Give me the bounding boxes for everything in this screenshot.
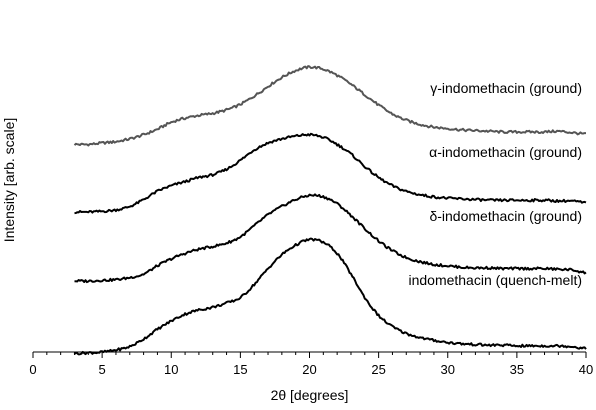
x-tick-label: 35 (510, 362, 524, 377)
x-tick-label: 15 (233, 362, 247, 377)
x-tick-label: 10 (164, 362, 178, 377)
series-label: δ-indomethacin (ground) (429, 208, 582, 224)
x-tick-label: 5 (99, 362, 106, 377)
x-axis-ticks: 0 5 10 15 20 25 30 35 40 (29, 352, 593, 377)
y-axis-label: Intensity [arb. scale] (1, 118, 17, 243)
x-tick-label: 25 (371, 362, 385, 377)
series-line (74, 132, 587, 215)
series-labels-layer: γ-indomethacin (ground) α-indomethacin (g… (408, 80, 582, 288)
curves-layer (73, 65, 587, 356)
series-label: α-indomethacin (ground) (429, 144, 582, 160)
x-tick-label: 30 (441, 362, 455, 377)
series-label: indomethacin (quench-melt) (408, 272, 582, 288)
series-label: γ-indomethacin (ground) (430, 80, 582, 96)
series-line (73, 237, 587, 356)
x-axis-label: 2θ [degrees] (271, 387, 349, 403)
x-tick-label: 40 (579, 362, 593, 377)
series-line (74, 193, 587, 284)
x-tick-label: 0 (29, 362, 36, 377)
x-tick-label: 20 (302, 362, 316, 377)
series-line (73, 65, 586, 147)
